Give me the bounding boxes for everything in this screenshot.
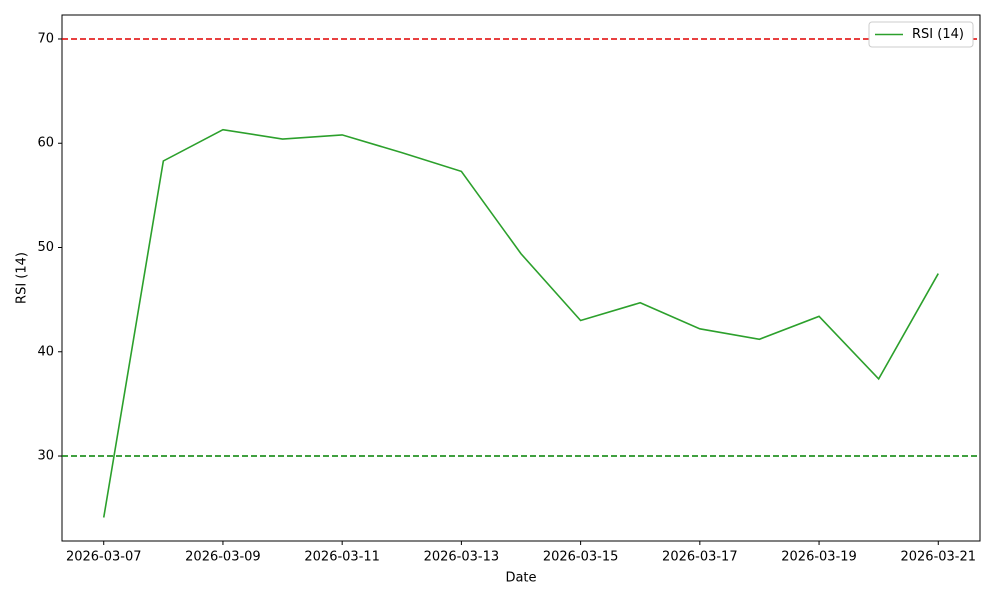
x-tick-label: 2026-03-09 bbox=[185, 550, 261, 565]
x-axis-label: Date bbox=[505, 571, 536, 586]
y-tick-label: 50 bbox=[37, 240, 54, 255]
x-tick-label: 2026-03-15 bbox=[543, 550, 619, 565]
legend-box bbox=[868, 21, 974, 48]
y-tick-label: 60 bbox=[37, 136, 54, 151]
legend-label: RSI (14) bbox=[912, 27, 964, 42]
x-tick-label: 2026-03-17 bbox=[662, 550, 738, 565]
x-tick-label: 2026-03-21 bbox=[900, 550, 976, 565]
x-tick-label: 2026-03-07 bbox=[66, 550, 142, 565]
x-tick-label: 2026-03-19 bbox=[781, 550, 857, 565]
rsi-line bbox=[102, 128, 939, 518]
x-tick-label: 2026-03-13 bbox=[424, 550, 500, 565]
y-tick-label: 40 bbox=[37, 344, 54, 359]
y-tick-label: 70 bbox=[37, 31, 54, 46]
y-axis-label: RSI (14) bbox=[15, 252, 30, 304]
plot-frame bbox=[61, 14, 981, 542]
y-tick-label: 30 bbox=[37, 449, 54, 464]
x-tick-label: 2026-03-11 bbox=[304, 550, 380, 565]
